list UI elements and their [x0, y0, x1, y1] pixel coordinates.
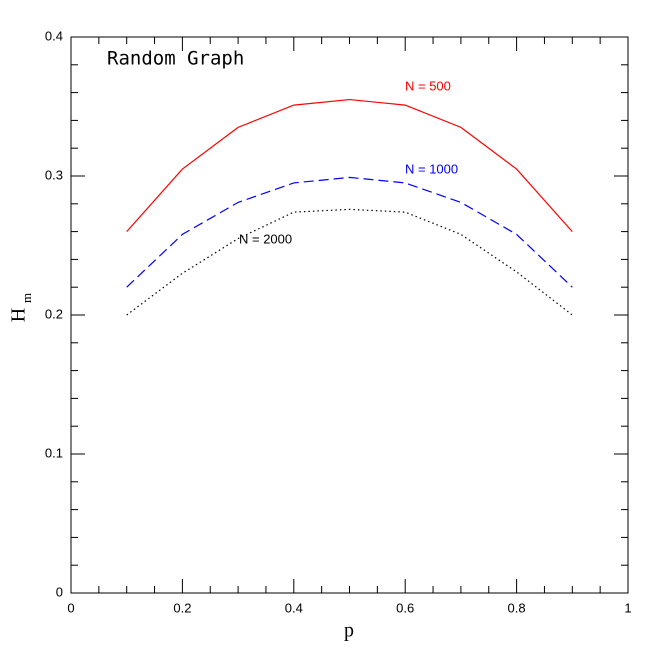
plot-frame [70, 36, 629, 594]
x-tick-label: 0.6 [396, 600, 414, 615]
y-tick-label: 0.2 [45, 306, 63, 321]
series-line [126, 98, 573, 232]
y-tick-label: 0 [56, 584, 63, 599]
x-tick-label: 0.2 [173, 600, 191, 615]
y-tick-label: 0.3 [45, 167, 63, 182]
y-axis-label: H m [8, 293, 34, 322]
series-line [126, 176, 573, 288]
y-axis-label-base: H [8, 308, 30, 322]
x-tick-label: 1 [624, 600, 631, 615]
y-tick-label: 0.1 [45, 445, 63, 460]
series-label: N = 1000 [405, 161, 458, 176]
x-tick-label: 0.4 [285, 600, 303, 615]
y-axis-label-sub: m [19, 293, 34, 303]
series-label: N = 2000 [239, 231, 292, 246]
y-tick-label: 0.4 [45, 28, 63, 43]
x-tick-label: 0.8 [508, 600, 526, 615]
x-tick-label: 0 [67, 600, 74, 615]
chart-title: Random Graph [107, 48, 244, 70]
series-line [126, 208, 573, 316]
x-axis-label: p [344, 620, 354, 642]
series-label: N = 500 [405, 78, 451, 93]
